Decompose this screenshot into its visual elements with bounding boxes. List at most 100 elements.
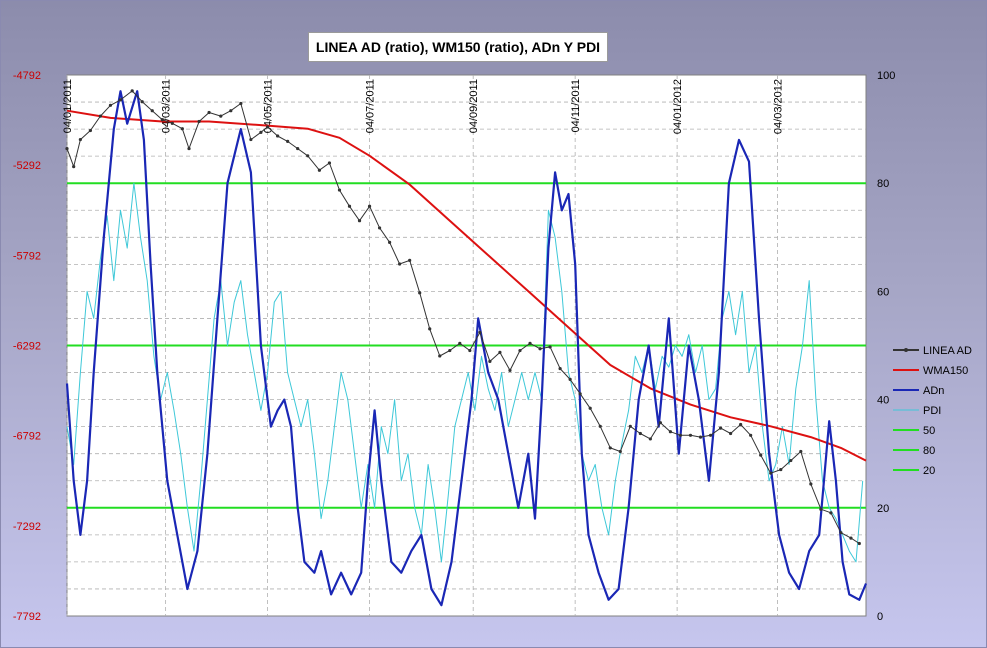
data-point-linea-ad bbox=[65, 146, 69, 151]
legend-label: ADn bbox=[923, 385, 944, 397]
data-point-linea-ad bbox=[528, 341, 532, 345]
data-point-linea-ad bbox=[78, 137, 82, 142]
y-left-tick-label: -5792 bbox=[13, 250, 41, 262]
data-point-linea-ad bbox=[769, 471, 773, 475]
data-point-linea-ad bbox=[839, 531, 843, 535]
data-point-linea-ad bbox=[749, 433, 753, 437]
data-point-linea-ad bbox=[259, 130, 263, 134]
data-point-linea-ad bbox=[588, 406, 592, 410]
x-tick-label: 04/03/2011 bbox=[161, 79, 173, 133]
data-point-linea-ad bbox=[130, 89, 134, 93]
data-point-linea-ad bbox=[658, 421, 662, 425]
legend-label: WMA150 bbox=[923, 365, 968, 377]
data-point-linea-ad bbox=[688, 433, 693, 437]
x-tick-label: 04/01/2012 bbox=[672, 79, 684, 134]
x-tick-label: 04/07/2011 bbox=[365, 79, 377, 133]
data-point-linea-ad bbox=[488, 359, 492, 363]
data-point-linea-ad bbox=[180, 127, 184, 131]
data-point-linea-ad bbox=[718, 426, 723, 430]
legend-label: 80 bbox=[923, 445, 935, 457]
data-point-linea-ad bbox=[468, 348, 472, 353]
data-point-linea-ad bbox=[88, 128, 93, 133]
data-point-linea-ad bbox=[108, 103, 113, 107]
data-point-linea-ad bbox=[789, 458, 793, 463]
x-tick-label: 04/11/2011 bbox=[570, 79, 582, 132]
data-point-linea-ad bbox=[265, 125, 270, 129]
data-point-linea-ad bbox=[249, 137, 253, 142]
data-point-linea-ad bbox=[306, 154, 310, 158]
data-point-linea-ad bbox=[799, 449, 803, 454]
data-point-linea-ad bbox=[638, 431, 642, 436]
data-point-linea-ad bbox=[779, 467, 783, 472]
data-point-linea-ad bbox=[448, 348, 452, 353]
x-tick-label: 04/01/2011 bbox=[62, 79, 74, 133]
data-point-linea-ad bbox=[388, 240, 392, 244]
series-line-adn bbox=[65, 90, 868, 607]
data-point-linea-ad bbox=[668, 430, 673, 434]
data-point-linea-ad bbox=[708, 433, 713, 437]
y-right-tick-label: 100 bbox=[877, 70, 895, 82]
data-point-linea-ad bbox=[276, 134, 280, 138]
data-point-linea-ad bbox=[72, 165, 76, 169]
data-point-linea-ad bbox=[478, 330, 482, 335]
x-tick-label: 04/05/2011 bbox=[263, 79, 275, 133]
data-point-linea-ad bbox=[219, 114, 223, 118]
data-point-linea-ad bbox=[229, 109, 233, 113]
data-point-linea-ad bbox=[98, 114, 103, 118]
data-point-linea-ad bbox=[160, 118, 164, 122]
y-right-tick-label: 40 bbox=[877, 395, 889, 407]
chart-title-box: LINEA AD (ratio), WM150 (ratio), ADn Y P… bbox=[308, 32, 608, 62]
data-point-linea-ad bbox=[538, 347, 542, 351]
data-point-linea-ad bbox=[377, 226, 382, 230]
y-left-tick-label: -7292 bbox=[13, 521, 41, 533]
y-left-tick-label: -5292 bbox=[13, 160, 41, 172]
series-line-pdi bbox=[66, 182, 864, 563]
data-point-linea-ad bbox=[428, 327, 432, 331]
y-left-tick-label: -4792 bbox=[13, 70, 41, 82]
data-point-linea-ad bbox=[678, 433, 683, 437]
data-point-linea-ad bbox=[357, 219, 362, 223]
data-point-linea-ad bbox=[286, 139, 290, 143]
data-point-linea-ad bbox=[729, 431, 733, 436]
data-point-linea-ad bbox=[698, 435, 703, 439]
y-right-tick-label: 60 bbox=[877, 286, 889, 298]
y-left-tick-label: -6292 bbox=[13, 341, 41, 353]
data-point-linea-ad bbox=[239, 101, 243, 106]
data-point-linea-ad bbox=[648, 437, 652, 441]
data-point-linea-ad bbox=[809, 482, 813, 486]
data-point-linea-ad bbox=[568, 377, 572, 382]
data-point-linea-ad bbox=[857, 541, 861, 546]
legend-label: 50 bbox=[923, 425, 935, 437]
data-point-linea-ad bbox=[508, 368, 512, 372]
data-point-linea-ad bbox=[327, 161, 332, 165]
data-point-linea-ad bbox=[170, 121, 174, 125]
data-point-linea-ad bbox=[367, 204, 372, 208]
data-point-linea-ad bbox=[317, 168, 322, 172]
y-left-tick-label: -7792 bbox=[13, 611, 41, 623]
data-point-linea-ad bbox=[207, 110, 211, 115]
data-point-linea-ad bbox=[578, 392, 582, 396]
data-point-linea-ad bbox=[498, 350, 502, 354]
series-line-wma150 bbox=[66, 109, 867, 462]
legend-label: LINEA AD bbox=[923, 345, 972, 357]
data-point-linea-ad bbox=[187, 146, 191, 151]
data-point-linea-ad bbox=[608, 446, 612, 450]
data-point-linea-ad bbox=[518, 348, 522, 353]
data-point-linea-ad bbox=[548, 345, 552, 349]
x-tick-label: 04/03/2012 bbox=[772, 79, 784, 134]
data-point-linea-ad bbox=[337, 188, 342, 192]
data-point-linea-ad bbox=[849, 536, 853, 540]
data-point-linea-ad bbox=[296, 146, 300, 151]
data-point-linea-ad bbox=[819, 507, 823, 511]
data-point-linea-ad bbox=[140, 100, 144, 104]
data-point-linea-ad bbox=[118, 98, 123, 102]
data-point-linea-ad bbox=[150, 109, 154, 113]
data-point-linea-ad bbox=[408, 258, 412, 262]
data-point-linea-ad bbox=[759, 453, 763, 457]
data-point-linea-ad bbox=[829, 511, 833, 515]
y-right-tick-label: 20 bbox=[877, 503, 889, 515]
data-point-linea-ad bbox=[628, 424, 632, 428]
data-point-linea-ad bbox=[347, 204, 352, 208]
data-point-linea-ad bbox=[739, 422, 743, 427]
